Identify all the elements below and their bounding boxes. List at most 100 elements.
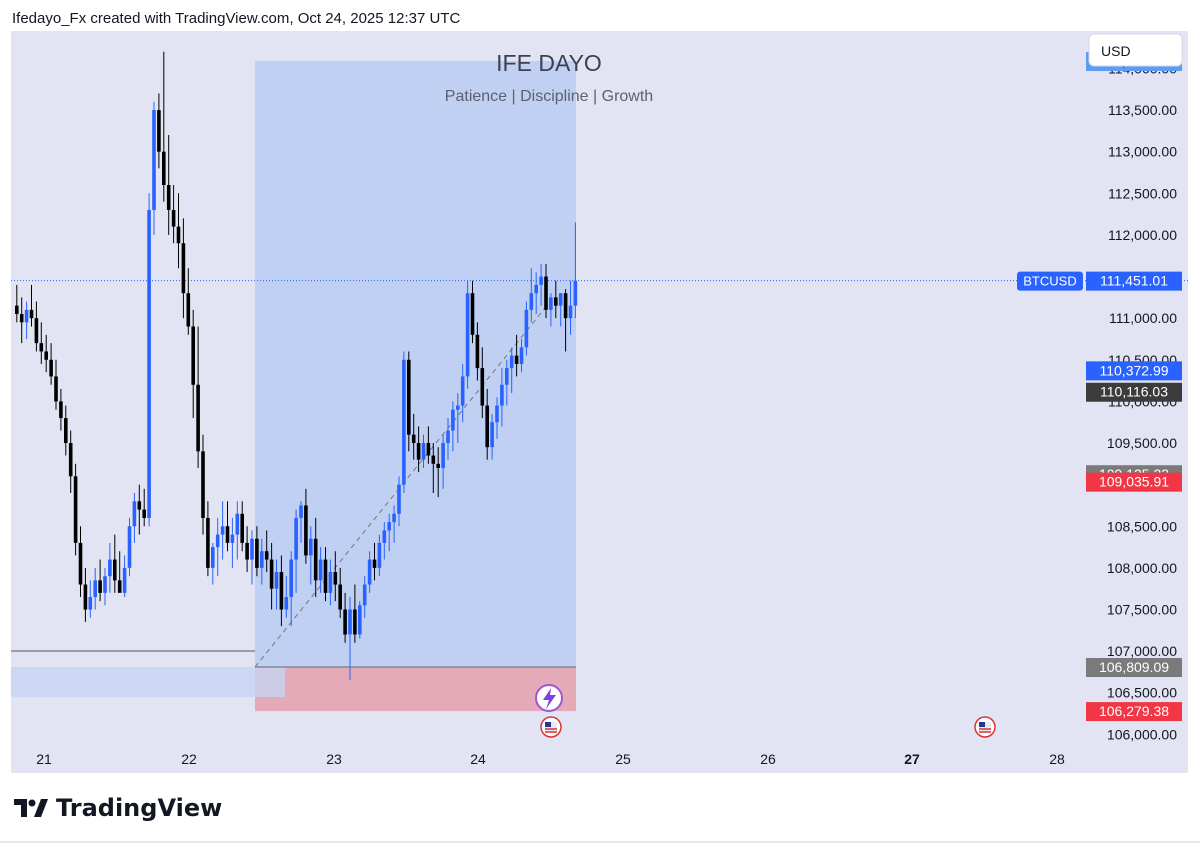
candle[interactable] xyxy=(245,542,249,560)
candle[interactable] xyxy=(132,501,137,527)
candle[interactable] xyxy=(470,293,475,335)
candle[interactable] xyxy=(83,584,88,610)
candle[interactable] xyxy=(59,401,63,419)
candle[interactable] xyxy=(358,605,362,635)
candle[interactable] xyxy=(411,434,416,444)
candle[interactable] xyxy=(485,405,489,448)
candle[interactable] xyxy=(93,580,97,598)
candle[interactable] xyxy=(299,505,303,518)
candle[interactable] xyxy=(534,284,538,294)
candle[interactable] xyxy=(122,567,127,593)
candle[interactable] xyxy=(333,572,338,585)
candle[interactable] xyxy=(441,443,445,468)
candle[interactable] xyxy=(568,305,573,319)
candle[interactable] xyxy=(29,309,34,319)
candle[interactable] xyxy=(171,209,176,227)
candle[interactable] xyxy=(220,526,225,535)
candle[interactable] xyxy=(558,293,563,306)
candle[interactable] xyxy=(255,538,259,568)
candle[interactable] xyxy=(166,184,171,210)
candle[interactable] xyxy=(318,559,323,581)
candle[interactable] xyxy=(495,405,499,423)
candle[interactable] xyxy=(387,522,391,531)
candle[interactable] xyxy=(162,151,166,185)
candle[interactable] xyxy=(240,513,244,543)
candle[interactable] xyxy=(328,572,333,593)
candle[interactable] xyxy=(539,276,543,285)
candle[interactable] xyxy=(19,314,24,323)
candle[interactable] xyxy=(563,293,568,319)
candle[interactable] xyxy=(103,576,107,593)
candle[interactable] xyxy=(269,559,274,589)
candle[interactable] xyxy=(260,551,264,568)
candle[interactable] xyxy=(34,318,39,344)
candle[interactable] xyxy=(456,405,460,410)
candle[interactable] xyxy=(519,347,524,364)
candle[interactable] xyxy=(372,559,377,568)
candle[interactable] xyxy=(88,597,93,610)
candle[interactable] xyxy=(304,505,308,556)
candle[interactable] xyxy=(284,597,289,610)
candle[interactable] xyxy=(225,526,230,543)
candle[interactable] xyxy=(250,538,254,560)
candle[interactable] xyxy=(505,368,509,385)
candle[interactable] xyxy=(147,209,151,518)
candle[interactable] xyxy=(465,293,470,377)
candle[interactable] xyxy=(181,243,186,294)
candle[interactable] xyxy=(49,359,53,377)
candle[interactable] xyxy=(152,110,156,210)
candle[interactable] xyxy=(176,226,181,244)
candle[interactable] xyxy=(211,547,215,568)
candle[interactable] xyxy=(397,484,401,514)
candle[interactable] xyxy=(15,305,19,315)
candle[interactable] xyxy=(407,359,411,435)
candle[interactable] xyxy=(436,463,440,468)
candle[interactable] xyxy=(554,297,558,306)
candle[interactable] xyxy=(73,476,78,543)
candle[interactable] xyxy=(392,513,396,523)
candle[interactable] xyxy=(24,309,29,323)
candle[interactable] xyxy=(421,443,426,460)
candlestick-chart[interactable]: IFE DAYO Patience | Discipline | Growth … xyxy=(11,31,1188,773)
profit-zone[interactable] xyxy=(255,61,576,668)
candle[interactable] xyxy=(191,326,195,385)
candle[interactable] xyxy=(157,110,161,152)
candle[interactable] xyxy=(64,418,68,444)
candle[interactable] xyxy=(289,559,293,598)
candle[interactable] xyxy=(313,538,318,581)
candle[interactable] xyxy=(201,451,205,518)
candle[interactable] xyxy=(215,534,220,548)
candle[interactable] xyxy=(509,355,514,369)
candle[interactable] xyxy=(402,359,406,485)
candle[interactable] xyxy=(98,580,102,593)
candle[interactable] xyxy=(274,572,279,589)
candle[interactable] xyxy=(490,422,494,448)
candle[interactable] xyxy=(279,572,284,610)
candle[interactable] xyxy=(108,559,112,577)
candle[interactable] xyxy=(323,559,328,593)
candle[interactable] xyxy=(529,293,534,310)
candle[interactable] xyxy=(382,530,387,543)
candle[interactable] xyxy=(113,559,117,581)
candle[interactable] xyxy=(39,343,44,352)
candle[interactable] xyxy=(78,542,83,585)
candle[interactable] xyxy=(367,559,372,585)
candle[interactable] xyxy=(348,609,352,635)
candle[interactable] xyxy=(127,526,132,568)
candle[interactable] xyxy=(206,517,210,568)
candle[interactable] xyxy=(451,409,455,431)
candle[interactable] xyxy=(68,443,73,477)
currency-button[interactable] xyxy=(1088,33,1183,67)
candle[interactable] xyxy=(544,276,548,310)
candle[interactable] xyxy=(446,430,450,444)
us-event-flag-icon[interactable] xyxy=(974,716,996,738)
candle[interactable] xyxy=(426,443,431,456)
candle[interactable] xyxy=(377,542,382,568)
us-event-flag-icon[interactable] xyxy=(540,716,562,738)
candle[interactable] xyxy=(480,368,485,406)
candle[interactable] xyxy=(524,309,529,348)
candle[interactable] xyxy=(196,384,200,452)
candle[interactable] xyxy=(416,443,421,460)
candle[interactable] xyxy=(235,513,240,535)
candle[interactable] xyxy=(343,609,347,635)
